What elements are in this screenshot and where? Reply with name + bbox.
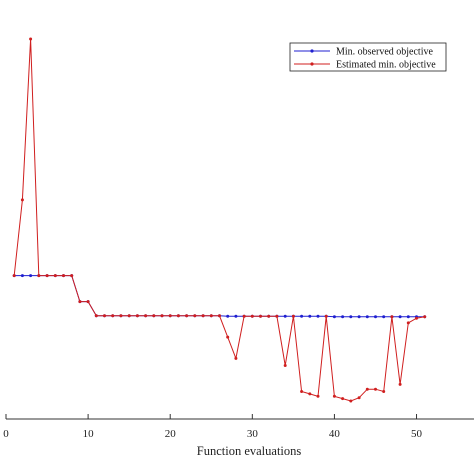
data-point xyxy=(226,335,230,339)
data-point xyxy=(111,314,115,318)
data-point xyxy=(234,314,238,318)
data-point xyxy=(324,314,328,318)
data-point xyxy=(218,314,221,318)
data-point xyxy=(283,314,287,318)
x-tick-label: 20 xyxy=(165,428,177,440)
data-point xyxy=(62,274,65,278)
data-point xyxy=(160,314,164,318)
data-point xyxy=(291,314,295,318)
series-1 xyxy=(12,37,427,403)
data-point xyxy=(226,314,230,318)
plot-area: 0 10 20 30 40 50 xyxy=(3,37,474,440)
data-point xyxy=(357,396,361,400)
data-point xyxy=(365,387,369,391)
data-point xyxy=(250,314,254,318)
data-point xyxy=(283,364,287,367)
data-point xyxy=(390,315,394,319)
data-point xyxy=(406,321,410,325)
data-point xyxy=(86,300,90,304)
x-axis-label: Function evaluations xyxy=(197,444,302,458)
data-point xyxy=(275,314,279,318)
data-point xyxy=(267,314,271,318)
legend-marker-min-observed xyxy=(310,49,314,53)
data-point xyxy=(185,314,189,318)
data-point xyxy=(259,314,262,318)
data-point xyxy=(423,315,427,319)
data-point xyxy=(398,382,402,386)
data-point xyxy=(12,274,16,278)
data-point xyxy=(341,397,345,401)
data-point xyxy=(209,314,213,318)
x-tick-label: 0 xyxy=(3,428,9,440)
data-point xyxy=(300,314,304,318)
data-point xyxy=(300,390,304,393)
data-point xyxy=(406,315,410,319)
data-point xyxy=(70,274,74,278)
data-point xyxy=(341,315,345,319)
data-point xyxy=(119,314,123,318)
data-point xyxy=(234,356,238,360)
data-point xyxy=(168,314,172,318)
data-point xyxy=(349,315,353,319)
data-point xyxy=(365,315,369,319)
data-point xyxy=(357,315,361,319)
data-point xyxy=(374,315,377,319)
legend-marker-estimated xyxy=(310,62,314,66)
series-line xyxy=(14,275,425,318)
data-point xyxy=(152,314,156,318)
data-point xyxy=(349,399,353,403)
series-line xyxy=(13,38,425,402)
data-point xyxy=(415,316,418,320)
series-layer xyxy=(12,37,427,403)
data-point xyxy=(193,314,197,318)
data-point xyxy=(374,387,377,391)
data-point xyxy=(94,314,98,318)
data-point xyxy=(127,314,131,318)
data-point xyxy=(20,274,24,278)
data-point xyxy=(176,314,180,318)
x-ticks: 0 10 20 30 40 50 xyxy=(3,414,423,440)
legend-label-estimated: Estimated min. objective xyxy=(336,60,436,71)
data-point xyxy=(135,314,139,318)
data-point xyxy=(316,394,320,398)
legend-label-min-observed: Min. observed objective xyxy=(336,47,433,58)
x-tick-label: 40 xyxy=(329,428,341,440)
data-point xyxy=(201,314,205,318)
data-point xyxy=(382,390,386,393)
data-point xyxy=(103,314,106,318)
data-point xyxy=(37,274,41,278)
data-point xyxy=(316,314,320,318)
data-point xyxy=(45,274,49,278)
data-point xyxy=(78,300,82,304)
legend: Min. observed objective Estimated min. o… xyxy=(289,42,447,72)
data-point xyxy=(398,315,402,319)
x-tick-label: 30 xyxy=(247,428,259,440)
data-point xyxy=(382,315,386,319)
series-0 xyxy=(12,274,427,319)
data-point xyxy=(308,392,312,396)
data-point xyxy=(308,314,312,318)
data-point xyxy=(332,394,336,398)
data-point xyxy=(332,315,336,319)
data-point xyxy=(29,37,33,41)
data-point xyxy=(29,274,33,278)
data-point xyxy=(20,198,24,202)
x-tick-label: 50 xyxy=(411,428,423,440)
data-point xyxy=(242,314,246,318)
legend-box xyxy=(289,42,447,72)
x-tick-label: 10 xyxy=(83,428,95,440)
data-point xyxy=(144,314,148,318)
data-point xyxy=(53,274,57,278)
